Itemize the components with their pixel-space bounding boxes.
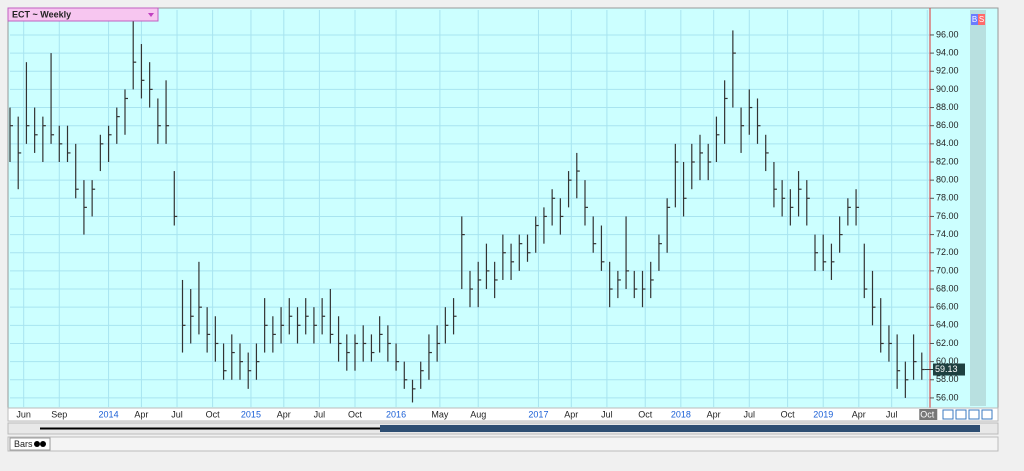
y-tick-label: 92.00 [936,66,959,76]
y-tick-label: 70.00 [936,265,959,275]
y-tick-label: 66.00 [936,302,959,312]
x-tick-label: Oct [638,409,653,419]
x-tick-label: Jul [744,409,756,419]
tab-icon [34,441,40,447]
x-tick-label: Oct [206,409,221,419]
symbol-selector[interactable] [7,7,159,22]
y-tick-label: 82.00 [936,156,959,166]
zoom-button[interactable] [981,409,993,420]
plot-background [7,7,999,409]
x-tick-label: Apr [277,409,291,419]
x-tick-label: Oct [348,409,363,419]
y-tick-label: 80.00 [936,175,959,185]
x-tick-label: Jul [314,409,326,419]
x-tick-label: Apr [564,409,578,419]
x-tick-label: Apr [707,409,721,419]
y-tick-label: 78.00 [936,193,959,203]
x-tick-label: 2018 [671,409,691,419]
y-tick-label: 96.00 [936,29,959,39]
x-tick-label: Apr [134,409,148,419]
y-tick-label: 62.00 [936,338,959,348]
x-tick-label: Jun [16,409,31,419]
current-period-box [919,409,938,420]
tab-label: Bars [14,439,33,449]
x-tick-label: 2017 [528,409,548,419]
zoom-button[interactable] [955,409,967,420]
y-tick-label: 68.00 [936,283,959,293]
zoom-button[interactable] [968,409,980,420]
y-tick-label: 64.00 [936,320,959,330]
dropdown-arrow [148,13,154,17]
bars-tab[interactable] [9,437,51,451]
last-price-label: 59.13 [935,364,958,374]
sell-label: S [979,15,984,24]
side-panel [970,10,986,406]
y-tick-label: 60.00 [936,356,959,366]
x-tick-label: Apr [852,409,866,419]
y-tick-label: 58.00 [936,374,959,384]
tab-bar [7,436,999,452]
zoom-buttons [942,409,993,420]
x-tick-label: 2019 [813,409,833,419]
date-axis [7,407,999,422]
x-tick-label: 2015 [241,409,261,419]
x-tick-label: Jul [601,409,613,419]
y-tick-label: 76.00 [936,211,959,221]
x-tick-label: Oct [781,409,796,419]
x-tick-label: Jul [171,409,183,419]
chart-title: ECT ~ Weekly [12,9,71,19]
x-tick-label: May [431,409,449,419]
y-tick-label: 72.00 [936,247,959,257]
y-tick-label: 94.00 [936,47,959,57]
scroll-thumb[interactable] [380,425,980,432]
x-tick-label: Oct [920,409,935,419]
buy-label: B [972,15,977,24]
zoom-button[interactable] [942,409,954,420]
y-tick-label: 74.00 [936,229,959,239]
y-tick-label: 56.00 [936,392,959,402]
x-tick-label: Jul [886,409,898,419]
y-tick-label: 86.00 [936,120,959,130]
x-tick-label: 2014 [99,409,119,419]
y-tick-label: 88.00 [936,102,959,112]
sell-button[interactable] [978,14,985,25]
x-tick-label: Sep [51,409,67,419]
x-tick-label: 2016 [386,409,406,419]
buy-button[interactable] [971,14,978,25]
tab-icon [40,441,46,447]
last-price-box [933,363,965,376]
y-tick-label: 84.00 [936,138,959,148]
y-tick-label: 90.00 [936,84,959,94]
x-tick-label: Aug [470,409,486,419]
